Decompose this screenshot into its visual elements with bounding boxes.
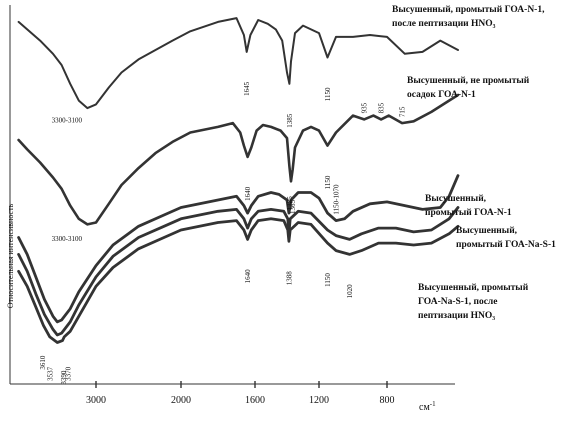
band-label-5: 1385 — [286, 196, 294, 211]
axis-texts: Относительная интенсивность см-1 — [6, 203, 436, 413]
series-label-1-line-1: Высушенный, промытый ГОА-N-1, — [392, 4, 545, 15]
spectrum-curve-4 — [17, 206, 460, 337]
series-label-5-line-2: ГОА-Na-S-1, после — [418, 297, 497, 307]
series-label-2-line-1: Высушенный, не промытый — [407, 75, 530, 86]
x-unit-label: см-1 — [419, 400, 436, 413]
band-label-15: 1150 — [324, 273, 332, 287]
x-tick-label-1200: 1200 — [309, 395, 329, 406]
band-label-12: 1150-1070 — [333, 184, 341, 215]
series-label-1-line-2: после пептизации HNO₃ — [392, 19, 496, 29]
band-label-10: 715 — [399, 106, 407, 117]
x-tick-label-3000: 3000 — [86, 395, 106, 406]
spectrum-curve-2 — [17, 93, 460, 226]
x-tick-label-1600: 1600 — [245, 395, 265, 406]
band-label-8: 935 — [361, 102, 369, 113]
x-tick-label-800: 800 — [380, 395, 395, 406]
band-label-19: 3390 — [60, 370, 68, 385]
chart-axes: 3000 2000 1600 1200 800 — [9, 5, 455, 406]
band-label-3: 3300-3100 — [52, 117, 83, 125]
band-annotations: 1645138511503300-31001640138513651150935… — [39, 81, 407, 384]
spectrum-curve-5 — [17, 217, 460, 344]
series-label-3-line-1: Высушенный, — [425, 193, 487, 204]
series-label-5-line-1: Высушенный, промытый — [418, 282, 529, 293]
band-label-9: 835 — [378, 102, 386, 113]
spectrum-curve-1 — [17, 17, 459, 110]
band-label-11: 3300-3100 — [52, 235, 83, 243]
series-label-5-line-3: пептизации HNO₃ — [418, 311, 495, 321]
band-label-6: 1365 — [289, 200, 297, 215]
band-label-17: 3610 — [39, 355, 47, 370]
band-label-14: 1388 — [285, 271, 293, 286]
band-label-2: 1150 — [324, 87, 332, 101]
band-label-1: 1385 — [286, 113, 294, 128]
x-tick-label-2000: 2000 — [171, 395, 191, 406]
y-axis-label: Относительная интенсивность — [6, 203, 15, 308]
band-label-20: 3370 — [65, 366, 73, 381]
band-label-13: 1640 — [244, 269, 252, 284]
series-label-4-line-2: промытый ГОА-Na-S-1 — [456, 239, 556, 250]
series-labels: Высушенный, промытый ГОА-N-1, после пепти… — [392, 4, 556, 321]
spectra-curves — [17, 17, 460, 344]
spectrum-curve-3 — [17, 174, 460, 324]
band-label-4: 1640 — [244, 186, 252, 201]
series-label-4-line-1: Высушенный, — [456, 225, 518, 236]
series-label-2-line-2: осадок ГОА-N-1 — [407, 90, 476, 100]
series-label-3-line-2: промытый ГОА-N-1 — [425, 207, 512, 218]
band-label-18: 3537 — [46, 366, 54, 381]
band-label-0: 1645 — [243, 81, 251, 96]
band-label-7: 1150 — [324, 175, 332, 189]
band-label-16: 1020 — [346, 284, 354, 299]
